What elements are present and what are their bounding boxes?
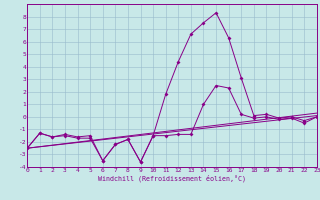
X-axis label: Windchill (Refroidissement éolien,°C): Windchill (Refroidissement éolien,°C) <box>98 174 246 182</box>
